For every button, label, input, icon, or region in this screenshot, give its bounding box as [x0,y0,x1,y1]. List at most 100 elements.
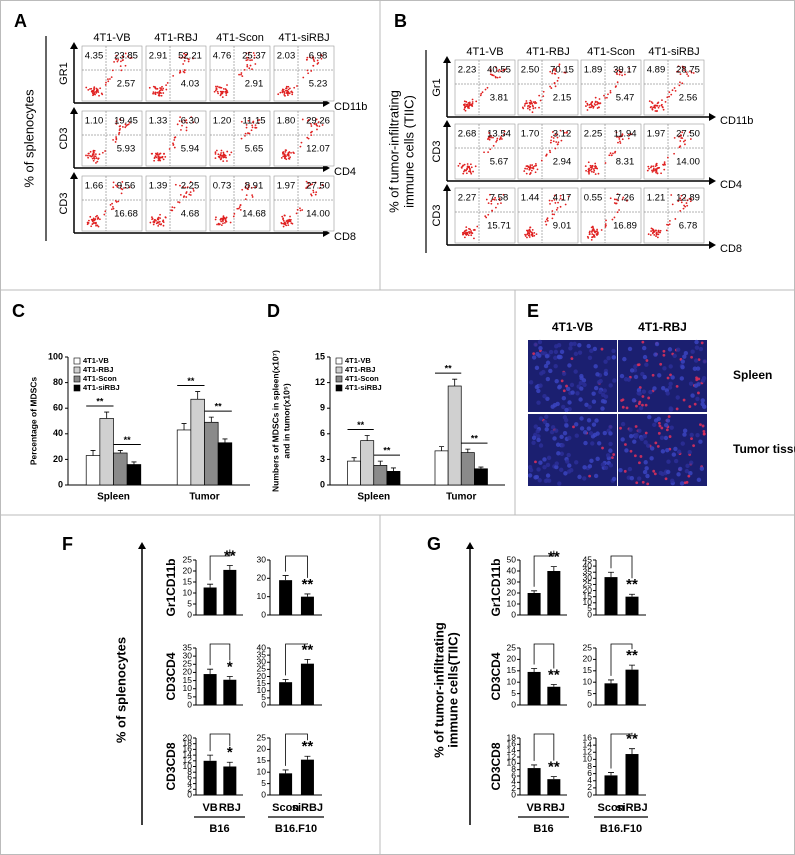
event-dot [504,68,507,71]
quadrant-value: 5.67 [490,157,509,168]
event-dot [310,131,312,134]
column-header: 4T1-siRBJ [648,46,699,58]
event-dot [115,136,117,138]
stain-nucleus [591,399,597,404]
event-dot [490,202,493,205]
event-dot [533,234,536,237]
event-dot [560,139,563,142]
stain-nucleus [695,433,700,438]
event-dot [110,76,113,79]
event-dot [240,120,243,123]
event-dot [180,120,183,123]
event-dot [85,154,87,157]
event-dot [101,93,104,96]
event-dot [184,69,186,72]
event-dot [111,69,114,72]
stain-nucleus [647,414,652,420]
event-dot [529,164,532,167]
quadrant-value: 6.98 [309,51,328,62]
event-dot [230,151,233,154]
event-dot [525,165,528,168]
significance-label: ** [224,547,236,564]
comparison-bracket [533,643,555,669]
event-dot [680,194,683,197]
stain-nucleus [700,378,706,383]
event-dot [312,64,315,67]
event-dot [677,70,680,73]
event-dot [224,88,227,90]
stain-nucleus [536,467,541,472]
event-dot [320,57,323,60]
event-dot [232,215,235,218]
event-dot [293,152,295,155]
y-tick-label: 10 [257,591,267,601]
event-dot [287,151,290,154]
quadrant-value: 8.91 [245,181,264,192]
panel-label: G [427,534,441,554]
event-dot [528,102,531,104]
event-dot [130,56,133,59]
event-dot [666,96,669,99]
stain-nucleus [695,366,701,371]
event-dot [306,56,309,59]
stain-nucleus [567,400,572,405]
event-dot [484,215,487,218]
bar [217,442,233,486]
event-dot [282,219,285,222]
quadrant-value: 2.25 [181,181,200,192]
stain-nucleus [605,453,611,458]
stain-nucleus [602,388,608,393]
stain-red [624,443,627,446]
error-bar [478,466,484,469]
legend-label: 4T1-Scon [83,374,117,383]
event-dot [289,156,291,159]
bar [203,587,217,615]
event-dot [463,170,465,173]
event-dot [587,237,590,239]
event-dot [605,224,607,227]
event-dot [92,153,94,156]
y-tick-label: 100 [48,351,63,361]
event-dot [213,90,216,93]
stain-nucleus [560,443,565,448]
event-dot [156,87,159,90]
event-dot [673,136,676,139]
comparison-bracket [533,550,555,587]
event-dot [286,91,289,94]
event-dot [229,221,232,224]
stain-nucleus [586,343,591,349]
event-dot [157,94,160,97]
event-dot [585,105,587,107]
stain-nucleus [563,471,568,476]
event-dot [177,201,179,203]
event-dot [282,153,284,155]
event-dot [551,217,554,220]
y-tick-label: 2 [587,782,592,792]
event-dot [103,213,106,216]
y-tick-label: 20 [507,654,517,664]
event-dot [154,92,157,95]
stain-nucleus [562,430,568,436]
event-dot [598,98,601,100]
stain-nucleus [543,363,549,369]
event-dot [655,170,658,173]
y-tick-label: 20 [507,587,517,597]
event-dot [150,216,153,218]
stain-red [534,460,537,464]
event-dot [315,118,318,121]
event-dot [296,85,298,87]
event-dot [616,136,618,138]
comparison-bracket [209,549,231,581]
error-bar [181,423,187,430]
event-dot [281,91,284,94]
event-dot [554,202,557,204]
event-dot [124,64,127,67]
group-label: B16 [533,823,553,835]
event-dot [681,131,684,134]
event-dot [244,198,247,201]
error-bar [304,593,311,597]
stain-nucleus [690,349,695,354]
event-dot [307,72,310,75]
event-dot [593,103,596,105]
event-dot [85,86,88,89]
